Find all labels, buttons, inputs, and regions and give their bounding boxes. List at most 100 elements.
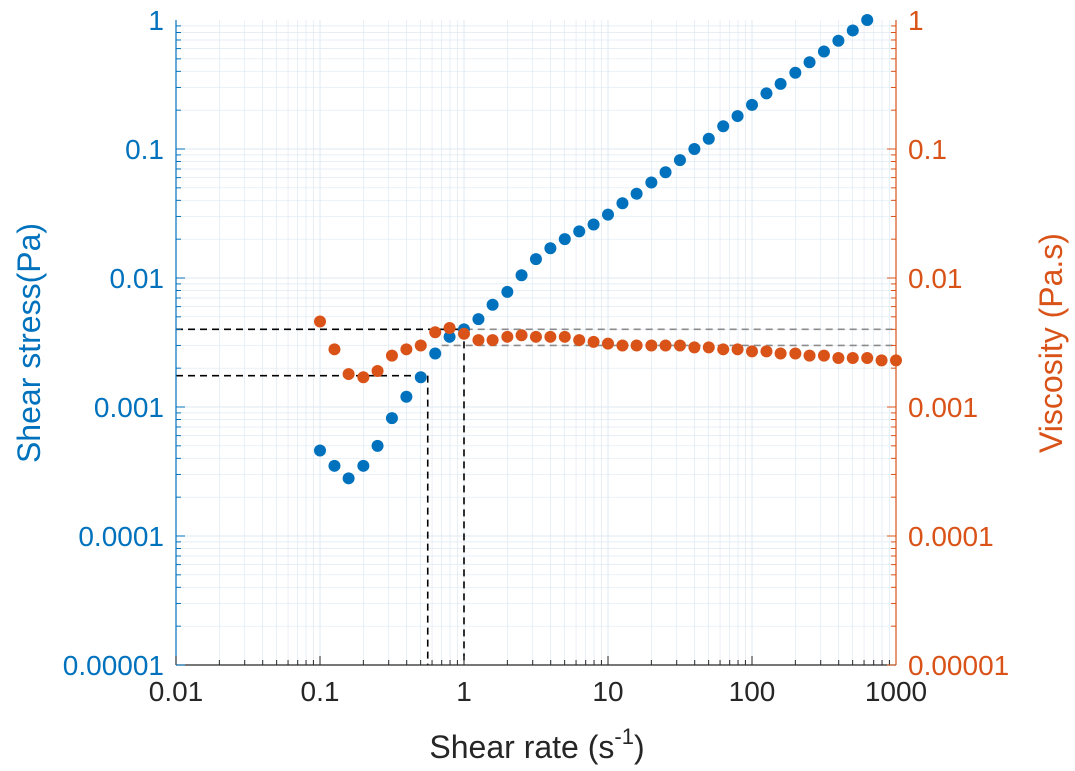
y-right-tick-label: 0.0001 xyxy=(908,521,994,552)
shear-stress-point xyxy=(429,347,442,360)
shear-stress-point xyxy=(760,87,773,100)
y-right-tick-label: 0.1 xyxy=(908,134,947,165)
axes xyxy=(175,20,897,666)
x-axis-label: Shear rate (s-1) xyxy=(429,724,644,765)
viscosity-point xyxy=(429,326,442,339)
shear-stress-point xyxy=(357,459,370,472)
viscosity-point xyxy=(587,335,600,348)
viscosity-point xyxy=(544,330,557,343)
viscosity-point xyxy=(616,339,629,352)
shear-stress-point xyxy=(702,132,715,145)
viscosity-point xyxy=(846,351,859,364)
shear-stress-point xyxy=(688,143,701,155)
y-left-tick-label: 0.00001 xyxy=(63,650,164,681)
shear-stress-point xyxy=(673,154,686,167)
shear-stress-point xyxy=(486,298,499,311)
data-points xyxy=(314,14,902,485)
shear-stress-point xyxy=(314,444,326,457)
y-right-tick-label: 0.00001 xyxy=(908,650,1009,681)
guide-lines xyxy=(176,328,896,665)
viscosity-point xyxy=(645,339,658,352)
shear-stress-point xyxy=(472,313,485,326)
viscosity-point xyxy=(817,349,830,362)
viscosity-point xyxy=(789,347,802,360)
axis-labels: Shear rate (s-1) Shear stress(Pa) Viscos… xyxy=(11,223,1069,765)
viscosity-point xyxy=(458,327,470,340)
viscosity-point xyxy=(342,368,355,381)
viscosity-point xyxy=(472,334,485,347)
viscosity-point xyxy=(774,347,787,360)
shear-stress-point xyxy=(558,233,571,246)
shear-stress-point xyxy=(371,439,384,452)
shear-stress-point xyxy=(746,98,758,111)
shear-stress-point xyxy=(659,166,672,179)
viscosity-point xyxy=(443,321,456,334)
shear-stress-point xyxy=(414,371,427,384)
tick-labels: 0.01 0.1 1 10 100 10000.000010.00010.0010.010… xyxy=(63,5,1009,707)
viscosity-point xyxy=(558,330,571,343)
shear-stress-point xyxy=(645,176,658,189)
viscosity-point xyxy=(328,343,341,356)
shear-stress-point xyxy=(515,269,528,282)
viscosity-point xyxy=(746,345,758,358)
shear-stress-point xyxy=(803,56,816,69)
shear-stress-point xyxy=(573,225,586,238)
viscosity-point xyxy=(501,330,514,343)
shear-stress-point xyxy=(832,34,845,47)
viscosity-point xyxy=(414,339,427,352)
y-axis-right-label: Viscosity (Pa.s) xyxy=(1033,233,1069,453)
y-right-tick-label: 1 xyxy=(908,5,924,36)
shear-stress-point xyxy=(328,459,341,472)
y-left-tick-label: 1 xyxy=(148,5,164,36)
viscosity-point xyxy=(385,349,398,362)
viscosity-point xyxy=(529,330,542,343)
shear-stress-point xyxy=(544,242,557,255)
shear-stress-point xyxy=(616,197,629,210)
viscosity-point xyxy=(573,334,586,347)
viscosity-point xyxy=(702,341,715,354)
viscosity-point xyxy=(688,341,701,354)
viscosity-point xyxy=(832,351,845,364)
viscosity-point xyxy=(314,315,326,328)
y-right-tick-label: 0.001 xyxy=(908,392,978,423)
viscosity-point xyxy=(673,339,686,352)
viscosity-point xyxy=(371,365,384,378)
y-left-tick-label: 0.1 xyxy=(125,134,164,165)
y-left-tick-label: 0.0001 xyxy=(78,521,164,552)
viscosity-point xyxy=(515,329,528,342)
x-tick-label: 1000 xyxy=(865,676,927,707)
shear-stress-point xyxy=(717,120,730,133)
y-left-tick-label: 0.001 xyxy=(94,392,164,423)
viscosity-point xyxy=(731,343,744,356)
viscosity-point xyxy=(486,334,499,347)
shear-stress-point xyxy=(443,330,456,343)
shear-stress-point xyxy=(861,14,874,26)
viscosity-point xyxy=(602,337,614,350)
shear-stress-point xyxy=(774,77,787,90)
viscosity-point xyxy=(861,351,874,364)
y-axis-left-label: Shear stress(Pa) xyxy=(11,223,47,463)
x-tick-label: 10 xyxy=(592,676,623,707)
shear-stress-point xyxy=(529,253,542,266)
shear-stress-point xyxy=(587,218,600,231)
shear-stress-point xyxy=(846,24,859,37)
viscosity-point xyxy=(760,345,773,358)
viscosity-point xyxy=(890,354,902,367)
x-tick-label: 100 xyxy=(729,676,776,707)
shear-stress-point xyxy=(789,66,802,79)
viscosity-point xyxy=(875,354,888,367)
shear-stress-point xyxy=(342,472,355,485)
x-tick-label: 0.1 xyxy=(301,676,340,707)
shear-stress-point xyxy=(385,412,398,425)
viscosity-point xyxy=(717,343,730,356)
viscosity-point xyxy=(803,349,816,362)
shear-stress-point xyxy=(817,45,830,58)
shear-stress-point xyxy=(602,208,614,221)
shear-stress-point xyxy=(630,187,643,200)
viscosity-point xyxy=(659,339,672,352)
y-left-tick-label: 0.01 xyxy=(110,263,165,294)
shear-stress-point xyxy=(501,285,514,298)
x-tick-label: 0.01 xyxy=(149,676,204,707)
grid xyxy=(175,20,896,666)
